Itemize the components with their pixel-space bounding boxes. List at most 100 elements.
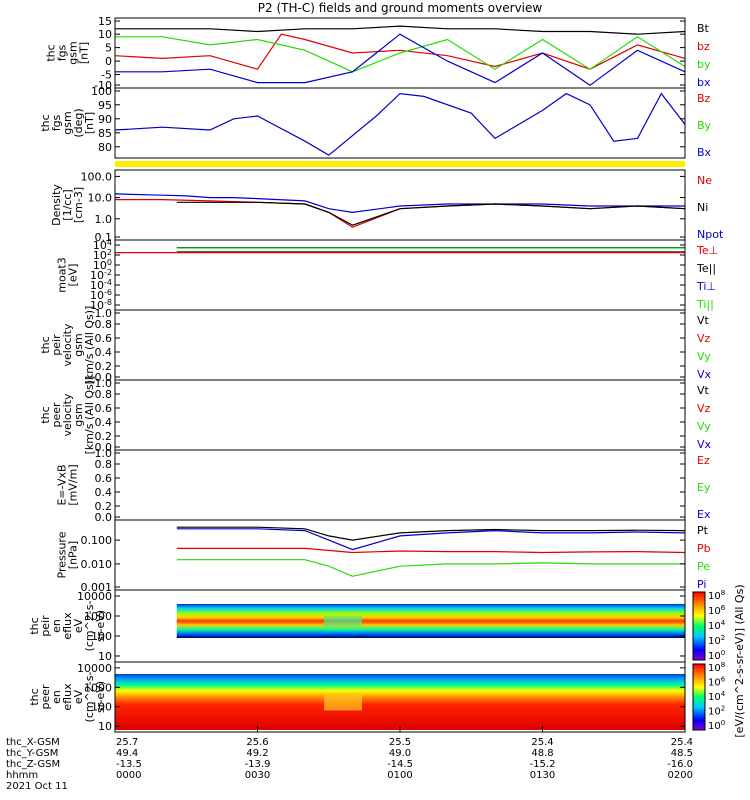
y-tick-label: 0.6 — [95, 332, 113, 345]
legend-Pt: Pt — [697, 524, 709, 537]
y-tick-label: 0.100 — [81, 534, 113, 547]
y-tick-label: 10000 — [77, 590, 112, 603]
series-Npot — [114, 193, 685, 214]
y-tick-label: 0.0 — [95, 511, 113, 524]
y-tick-label: 1.0 — [95, 307, 113, 320]
y-tick-label: 0.4 — [95, 486, 113, 499]
legend-Bt: Bt — [697, 22, 710, 35]
y-tick-label: 10-4 — [90, 278, 112, 292]
legend-Vt: Vt — [697, 314, 710, 327]
panel-4: 1.00.80.60.40.20.0thcpeirvelocitygsm[km/… — [39, 306, 712, 385]
x-row-label: thc_Z-GSM — [6, 759, 60, 770]
y-tick-label: 10 — [98, 28, 112, 41]
y-tick-label: 85 — [98, 127, 112, 140]
y-tick-label: 0.6 — [95, 472, 113, 485]
date-label: 2021 Oct 11 — [6, 781, 68, 792]
legend-Ni: Ni — [697, 201, 708, 214]
y-tick-label: 0.2 — [95, 360, 113, 373]
x-tick-label: -14.5 — [387, 759, 413, 770]
y-axis-label: thcfgsgsm[nT] — [45, 41, 91, 64]
legend-Pe: Pe — [697, 560, 710, 573]
colorbar-tick: 106 — [708, 676, 726, 689]
colorbar-tick: 104 — [708, 690, 726, 703]
colorbar-tick: 102 — [708, 705, 725, 718]
y-tick-label: 0.6 — [95, 402, 113, 415]
legend-Ex: Ex — [697, 508, 711, 521]
panel-frame — [114, 169, 686, 241]
panel-5: 1.00.80.60.40.20.0thcpeervelocitygsm[km/… — [39, 376, 712, 455]
legend-Te⊥: Te⊥ — [696, 244, 718, 257]
legend-Vz: Vz — [697, 332, 711, 345]
y-tick-label: 10-8 — [90, 298, 112, 312]
y-tick-label: 104 — [93, 238, 112, 252]
y-tick-label: 1000 — [84, 610, 112, 623]
y-tick-label: 0.001 — [81, 581, 113, 594]
legend-Te||: Te|| — [696, 262, 716, 275]
y-axis-label: thcpeirvelocitygsm[km/s (All Qs)] — [39, 306, 96, 385]
legend-Bz: Bz — [697, 92, 711, 105]
series-Pi — [176, 528, 686, 551]
y-axis-label: thcpeervelocitygsm[km/s (All Qs)] — [39, 376, 96, 455]
colorbar — [692, 663, 706, 731]
x-row-label: hhmm — [6, 770, 38, 781]
panel-2: 100.0 10.0 1.0 0.1 Density[1/cc][cm-3] Ne Ni Np… — [50, 169, 724, 244]
y-axis-label: thcpeirenefluxeV(cm^2-s-sr-eV) — [28, 601, 107, 652]
legend-Vt: Vt — [697, 384, 710, 397]
x-tick-label: 0130 — [530, 770, 555, 781]
colorbar-tick: 106 — [708, 604, 726, 617]
legend-bx: bx — [697, 76, 711, 89]
colorbar-tick: 108 — [708, 589, 725, 602]
y-tick-label: 0.8 — [95, 388, 113, 401]
y-axis-label: Density[1/cc][cm-3] — [50, 184, 85, 226]
x-tick-label: 49.2 — [246, 748, 268, 759]
spectrogram — [176, 604, 685, 638]
colorbar-tick: 102 — [708, 634, 725, 647]
spectrogram-disturbance — [324, 615, 362, 627]
legend-Bx: Bx — [697, 146, 712, 159]
legend-Ti||: Ti|| — [696, 298, 714, 311]
y-tick-label: 10000 — [77, 662, 112, 675]
series-Pb — [176, 547, 686, 554]
y-tick-label: 0 — [105, 55, 112, 68]
y-axis-label: moat3[eV] — [56, 257, 80, 293]
y-tick-label: 0.8 — [95, 318, 113, 331]
x-tick-label: 0030 — [245, 770, 270, 781]
series-bz — [114, 33, 686, 70]
x-tick-label: -15.2 — [530, 759, 556, 770]
x-tick-label: -13.5 — [116, 759, 142, 770]
y-tick-label: 10 — [98, 650, 112, 663]
colorbar-label: [eV/(cm^2-s-sr-eV)] (All Qs) — [733, 584, 746, 737]
y-axis-label: thcpeerenefluxeV(cm^2-s-sr-eV) — [28, 672, 107, 723]
legend-Npot: Npot — [697, 228, 724, 241]
y-tick-label: 0.010 — [81, 558, 113, 571]
y-tick-label: 0.2 — [95, 430, 113, 443]
y-tick-label: 10-6 — [90, 288, 112, 302]
y-tick-label: 15 — [98, 15, 112, 28]
y-tick-label: 1.0 — [95, 213, 113, 226]
legend-Vz: Vz — [697, 402, 711, 415]
y-tick-label: 0.2 — [95, 500, 113, 513]
x-tick-label: -13.9 — [245, 759, 271, 770]
y-tick-label: 5 — [105, 42, 112, 55]
spectrogram-disturbance — [324, 693, 362, 711]
series-bx — [115, 33, 686, 87]
y-tick-label: 10 — [98, 720, 112, 733]
panel-frame — [114, 379, 686, 451]
x-tick-label: 25.6 — [246, 737, 268, 748]
legend-Ne: Ne — [697, 174, 712, 187]
series-Bx — [114, 92, 686, 156]
y-tick-label: 10-2 — [90, 268, 112, 282]
y-tick-label: 1.0 — [95, 447, 113, 460]
panel-8: 108 106 104 102 100 10000 1000 100 10thcpeirenef… — [28, 589, 726, 663]
quality-flag-bar — [115, 161, 685, 167]
series-Bt — [115, 25, 686, 35]
y-tick-label: 0.8 — [95, 458, 113, 471]
y-tick-label: 1.0 — [95, 377, 113, 390]
y-tick-label: 102 — [93, 248, 112, 262]
colorbar-tick: 104 — [708, 619, 726, 632]
legend-By: By — [697, 119, 712, 132]
y-tick-label: -10 — [94, 79, 112, 92]
